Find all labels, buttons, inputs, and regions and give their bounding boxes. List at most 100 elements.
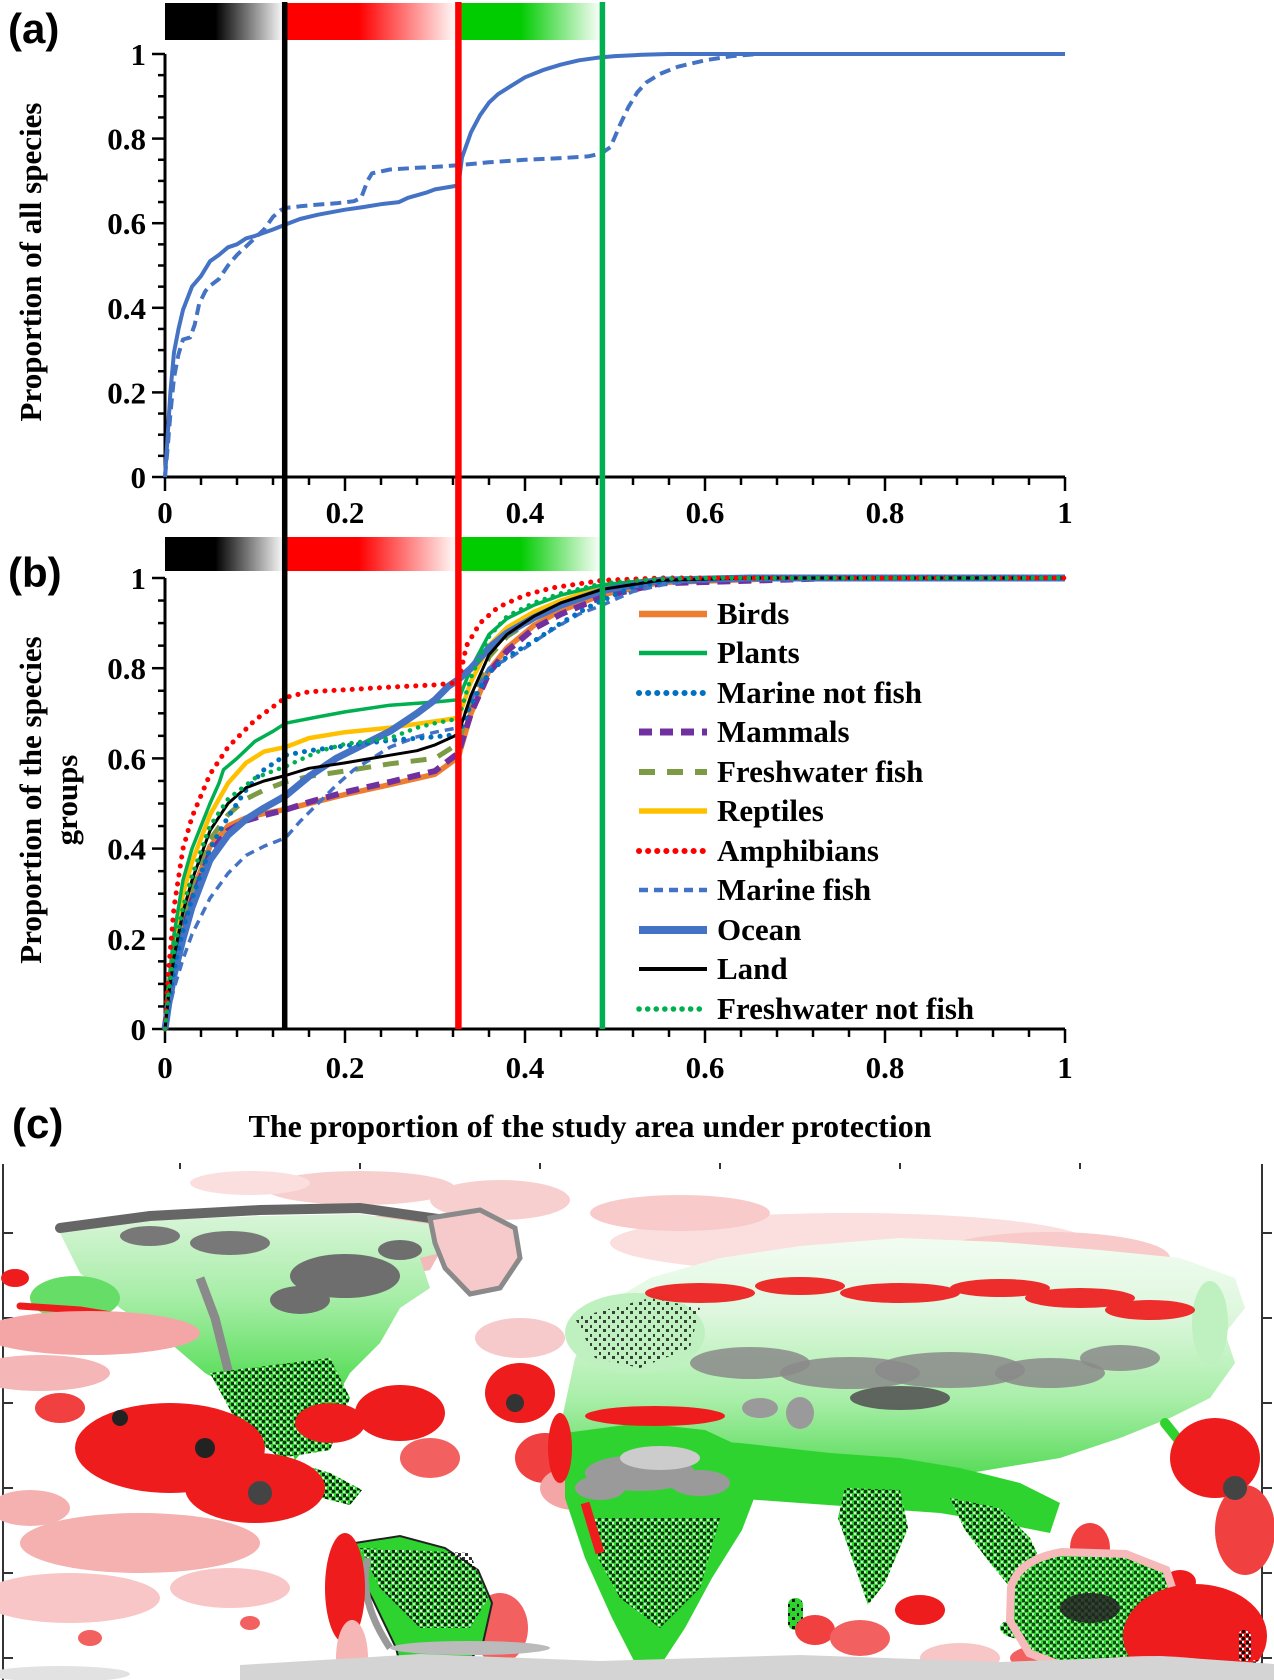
legend-item-birds: Birds (636, 594, 974, 634)
x-tick-label: 0.6 (686, 495, 725, 530)
series-plants (163, 576, 1065, 1030)
legend-label: Plants (717, 635, 800, 671)
x-tick-label: 0.4 (506, 495, 545, 530)
y-tick-label: 0.8 (107, 651, 146, 686)
map-frame-ticks (3, 1163, 1272, 1659)
x-tick-label: 0 (157, 1050, 173, 1085)
legend-item-freshwater-not-fish: Freshwater not fish (636, 989, 974, 1029)
x-tick-label: 0.8 (866, 1050, 905, 1085)
y-tick-label: 0.6 (107, 741, 146, 776)
legend-swatch-reptiles (639, 808, 707, 814)
threshold-line (455, 2, 462, 1029)
legend-swatch-freshwater-fish (639, 768, 707, 775)
pacific-red-patches (0, 1269, 460, 1646)
legend-item-marine-not-fish: Marine not fish (636, 673, 974, 713)
legend-item-ocean: Ocean (636, 910, 974, 950)
y-tick-label: 0 (131, 460, 147, 495)
eurasia (560, 1238, 1245, 1613)
legend-item-marine-fish: Marine fish (636, 871, 974, 911)
priority-bar (461, 537, 602, 571)
series-freshwater-fish (162, 575, 1065, 1030)
x-tick-label: 1 (1057, 495, 1073, 530)
y-tick-label: 0.4 (107, 291, 146, 326)
y-tick-label: 0.2 (107, 375, 146, 410)
africa (548, 1406, 835, 1680)
axes-a (163, 54, 1065, 479)
panel-a-label: (a) (8, 5, 60, 52)
y-tick-label: 1 (131, 37, 147, 72)
x-tick-label: 0.8 (866, 495, 905, 530)
legend-swatch-birds (639, 610, 707, 617)
x-tick-label: 1 (1057, 1050, 1073, 1085)
tick-labels-a: 0 0.2 0.4 0.6 0.8 1 0 0.2 0.4 0.6 0.8 1 (107, 37, 1073, 530)
tasman-red-patch (1123, 1584, 1267, 1680)
ticks-a (152, 52, 1067, 491)
chart-canvas: 0 0.2 0.4 0.6 0.8 100.20.40.60.810 0.2 0.4 0.6 0.… (107, 2, 1073, 1085)
x-axis-title: The proportion of the study area under p… (248, 1108, 932, 1144)
tick-labels-b: 0 0.2 0.4 0.6 0.8 1 0 0.2 0.4 0.6 0.8 1 (107, 561, 1073, 1085)
ticks-b (152, 576, 1067, 1043)
series-ocean (161, 574, 1065, 1030)
x-tick-label: 0.4 (506, 1050, 545, 1085)
series-land (163, 576, 1065, 1030)
new-zealand (1238, 1630, 1251, 1662)
x-tick-label: 0 (157, 495, 173, 530)
arctic-coast-red (645, 1277, 1195, 1320)
priority-bar (165, 537, 285, 571)
x-tick-label: 0.2 (326, 1050, 365, 1085)
panel-b: 0 0.2 0.4 0.6 0.8 1 0 0.2 0.4 0.6 0.8 1 (107, 537, 1073, 1085)
priority-bars-a (165, 3, 602, 40)
protection-threshold-lines (281, 2, 606, 1029)
legend-label: Marine not fish (717, 674, 922, 710)
legend-label: Mammals (717, 714, 850, 750)
y-tick-label: 0.8 (107, 122, 146, 157)
series-reptiles (162, 575, 1065, 1030)
legend-item-reptiles: Reptiles (636, 792, 974, 832)
series-marine-fish (163, 576, 1065, 1030)
x-tick-label: 0.6 (686, 1050, 725, 1085)
legend-swatch-mammals (639, 728, 707, 736)
legend-swatch-amphibians (636, 847, 710, 854)
priority-bar (165, 3, 285, 40)
legend-label: Marine fish (717, 872, 872, 908)
legend-item-land: Land (636, 950, 974, 990)
x-tick-label: 0.2 (326, 495, 365, 530)
series-dashed (163, 52, 1065, 478)
legend-label: Land (717, 951, 788, 987)
y-tick-label: 0.4 (107, 832, 146, 867)
panel-b-label: (b) (8, 549, 62, 596)
priority-bars-b (165, 537, 602, 571)
legend-swatch-plants (639, 651, 707, 656)
legend-swatch-freshwater-not-fish (636, 1006, 710, 1012)
legend-swatch-ocean (639, 925, 707, 934)
legend-label: Birds (717, 595, 790, 631)
priority-bar (461, 3, 602, 40)
legend-label: Freshwater fish (717, 753, 924, 789)
y-tick-label: 0 (131, 1012, 147, 1047)
legend-item-amphibians: Amphibians (636, 831, 974, 871)
legend-label: Amphibians (717, 832, 879, 868)
antarctica (0, 1641, 1274, 1680)
legend-item-freshwater-fish: Freshwater fish (636, 752, 974, 792)
threshold-line (599, 2, 606, 1029)
legend-swatch-marine-not-fish (636, 689, 710, 696)
legend: Birds Plants Marine not fish Mammals Freshwa… (636, 594, 974, 1029)
series-solid (163, 52, 1065, 478)
legend-item-mammals: Mammals (636, 713, 974, 753)
north-america (16, 1202, 460, 1505)
series-a (163, 52, 1065, 478)
world-map (0, 1158, 1274, 1680)
legend-swatch-land (639, 967, 707, 972)
legend-item-plants: Plants (636, 634, 974, 674)
panel-c-label: (c) (12, 1100, 64, 1147)
legend-label: Ocean (717, 911, 802, 947)
legend-label: Freshwater not fish (717, 990, 975, 1026)
greenland (427, 1207, 523, 1297)
y-tick-label: 1 (131, 561, 147, 596)
series-freshwater-not-fish (162, 575, 1068, 1032)
series-amphibians (162, 575, 1068, 1032)
legend-swatch-marine-fish (639, 888, 707, 893)
priority-bar (286, 537, 458, 571)
legend-label: Reptiles (717, 793, 824, 829)
